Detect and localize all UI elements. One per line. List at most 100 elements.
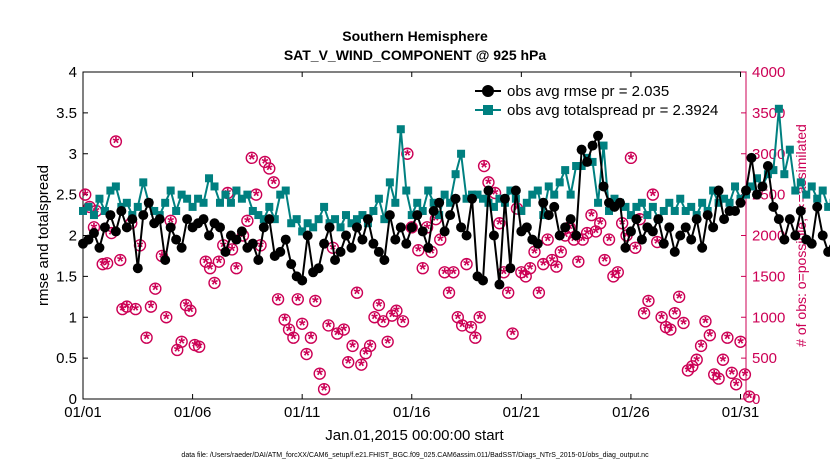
rmse-marker xyxy=(198,214,209,225)
obs-possible-marker xyxy=(96,257,109,271)
x-tick-label: 01/26 xyxy=(612,404,650,421)
obs-possible-marker xyxy=(372,298,386,312)
rmse-marker xyxy=(625,226,636,237)
rmse-marker xyxy=(351,222,362,233)
rmse-marker xyxy=(368,238,379,249)
rmse-marker xyxy=(94,242,105,253)
obs-assimilated-marker: * xyxy=(702,313,709,332)
rmse-marker xyxy=(499,193,510,204)
rmse-marker xyxy=(127,214,138,225)
obs-assimilated-marker: * xyxy=(685,362,692,381)
rmse-marker xyxy=(165,222,176,233)
y-tick-label-left: 4 xyxy=(69,64,77,81)
obs-assimilated-marker: * xyxy=(174,342,181,361)
spread-marker xyxy=(473,190,482,199)
obs-assimilated-marker: * xyxy=(253,187,260,206)
spread-marker xyxy=(139,178,148,187)
rmse-marker xyxy=(713,185,724,196)
obs-assimilated-marker: * xyxy=(354,285,361,304)
obs-assimilated-marker: * xyxy=(281,312,288,331)
spread-marker xyxy=(270,215,279,224)
obs-assimilated-marker: * xyxy=(244,213,251,232)
obs-assimilated-marker: * xyxy=(321,381,328,400)
obs-assimilated-marker: * xyxy=(514,201,521,220)
obs-assimilated-marker: * xyxy=(623,228,630,247)
obs-assimilated-marker: * xyxy=(610,268,617,287)
y-axis-label-left: rmse and totalspread xyxy=(35,165,52,306)
obs-assimilated-marker: * xyxy=(733,376,740,395)
rmse-marker xyxy=(171,234,182,245)
y-tick-label-right: 1000 xyxy=(752,309,785,326)
obs-possible-marker xyxy=(317,382,331,396)
spread-marker xyxy=(226,198,235,207)
obs-possible-marker xyxy=(703,329,717,342)
rmse-marker xyxy=(790,230,801,241)
obs-possible-marker xyxy=(469,331,482,344)
obs-assimilated-marker: * xyxy=(299,316,306,335)
rmse-marker xyxy=(346,242,357,253)
legend-rmse-marker xyxy=(482,85,494,97)
spread-marker xyxy=(183,194,192,203)
spread-marker xyxy=(632,202,641,211)
obs-possible-marker xyxy=(686,360,699,373)
spread-marker xyxy=(774,104,783,113)
rmse-marker xyxy=(236,226,247,237)
obs-assimilated-marker: * xyxy=(481,158,488,177)
obs-assimilated-marker: * xyxy=(143,330,150,349)
obs-assimilated-marker: * xyxy=(82,187,89,206)
obs-assimilated-marker: * xyxy=(358,357,365,376)
spread-marker xyxy=(358,211,367,220)
obs-assimilated-marker: * xyxy=(614,264,621,283)
rmse-marker xyxy=(231,234,242,245)
obs-assimilated-marker: * xyxy=(579,232,586,251)
obs-assimilated-marker: * xyxy=(178,334,185,353)
obs-assimilated-marker: * xyxy=(104,255,111,274)
spread-marker xyxy=(402,186,411,195)
obs-assimilated-marker: * xyxy=(196,339,203,358)
rmse-marker xyxy=(549,201,560,212)
spread-marker xyxy=(385,178,394,187)
rmse-marker xyxy=(768,201,779,212)
rmse-marker xyxy=(773,214,784,225)
obs-possible-marker xyxy=(725,366,738,380)
obs-assimilated-marker: * xyxy=(415,242,422,261)
spread-marker xyxy=(731,182,740,191)
rmse-marker xyxy=(795,205,806,216)
obs-possible-marker xyxy=(541,233,554,246)
rmse-marker xyxy=(313,263,324,274)
spread-marker xyxy=(763,170,772,179)
obs-possible-marker xyxy=(287,331,300,344)
rmse-marker xyxy=(461,230,472,241)
obs-assimilated-marker: * xyxy=(676,289,683,308)
obs-possible-marker xyxy=(405,221,418,234)
rmse-marker xyxy=(176,242,187,253)
obs-possible-marker xyxy=(300,347,313,361)
obs-assimilated-marker: * xyxy=(124,299,131,318)
rmse-marker xyxy=(587,140,598,151)
obs-possible-marker xyxy=(381,335,394,348)
rmse-marker xyxy=(406,222,417,233)
spread-marker xyxy=(539,211,548,220)
obs-possible-marker xyxy=(611,266,624,279)
x-tick-label: 01/16 xyxy=(393,404,431,421)
obs-possible-marker xyxy=(550,260,563,273)
obs-assimilated-marker: * xyxy=(450,264,457,283)
obs-assimilated-marker: * xyxy=(654,234,661,253)
spread-marker xyxy=(813,194,822,203)
rmse-marker xyxy=(116,205,127,216)
spread-marker xyxy=(599,141,608,150)
obs-possible-marker xyxy=(734,335,747,348)
rmse-marker xyxy=(110,226,121,237)
spread-marker xyxy=(720,194,729,203)
y-tick-label-left: 1 xyxy=(69,309,77,326)
rmse-marker xyxy=(362,214,373,225)
obs-possible-marker xyxy=(140,331,153,344)
obs-possible-marker xyxy=(694,339,708,353)
obs-possible-marker xyxy=(532,286,546,299)
obs-assimilated-marker: * xyxy=(715,371,722,390)
spread-marker xyxy=(259,215,268,224)
obs-assimilated-marker: * xyxy=(202,254,209,273)
rmse-marker xyxy=(510,185,521,196)
obs-possible-marker xyxy=(506,327,519,340)
spread-marker xyxy=(681,206,690,215)
